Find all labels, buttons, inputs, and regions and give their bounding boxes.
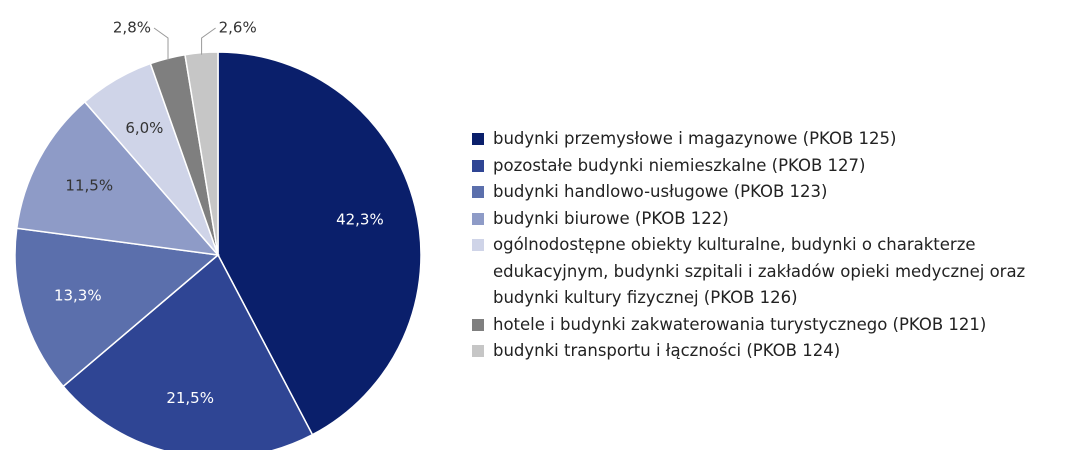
legend-label: ogólnodostępne obiekty kulturalne, budyn… [493,235,1026,307]
legend-item: ogólnodostępne obiekty kulturalne, budyn… [472,232,1062,312]
legend-swatch [472,133,484,145]
legend-item: budynki transportu i łączności (PKOB 124… [472,338,1062,365]
legend-item: pozostałe budynki niemieszkalne (PKOB 12… [472,153,1062,180]
legend-swatch [472,186,484,198]
legend-label: budynki transportu i łączności (PKOB 124… [493,341,841,360]
data-label: 42,3% [336,210,384,228]
leader-line [153,27,169,61]
legend-swatch [472,212,484,225]
data-label: 2,6% [219,19,257,37]
pie-slice [15,100,220,257]
legend-item: budynki biurowe (PKOB 122) [472,206,1062,233]
data-label: 21,5% [166,389,214,407]
legend-item: hotele i budynki zakwaterowania turystyc… [472,312,1062,339]
pie-slice [62,253,314,450]
legend-swatch [472,159,484,172]
legend-label: budynki przemysłowe i magazynowe (PKOB 1… [493,129,897,148]
legend-swatch [472,239,484,251]
data-label: 13,3% [54,287,102,305]
data-label: 6,0% [125,119,163,137]
legend-item: budynki handlowo-usługowe (PKOB 123) [472,179,1062,206]
legend-label: pozostałe budynki niemieszkalne (PKOB 12… [493,155,866,175]
leader-line [201,27,216,55]
legend: budynki przemysłowe i magazynowe (PKOB 1… [472,126,1062,365]
legend-swatch [472,345,484,357]
pie-slice [217,51,422,436]
legend-label: hotele i budynki zakwaterowania turystyc… [493,314,987,334]
data-label: 11,5% [65,176,113,194]
data-label: 2,8% [113,19,151,37]
pie-slice [14,227,220,388]
legend-swatch [472,318,484,331]
legend-label: budynki biurowe (PKOB 122) [493,208,729,228]
legend-item: budynki przemysłowe i magazynowe (PKOB 1… [472,126,1062,153]
legend-label: budynki handlowo-usługowe (PKOB 123) [493,182,828,201]
